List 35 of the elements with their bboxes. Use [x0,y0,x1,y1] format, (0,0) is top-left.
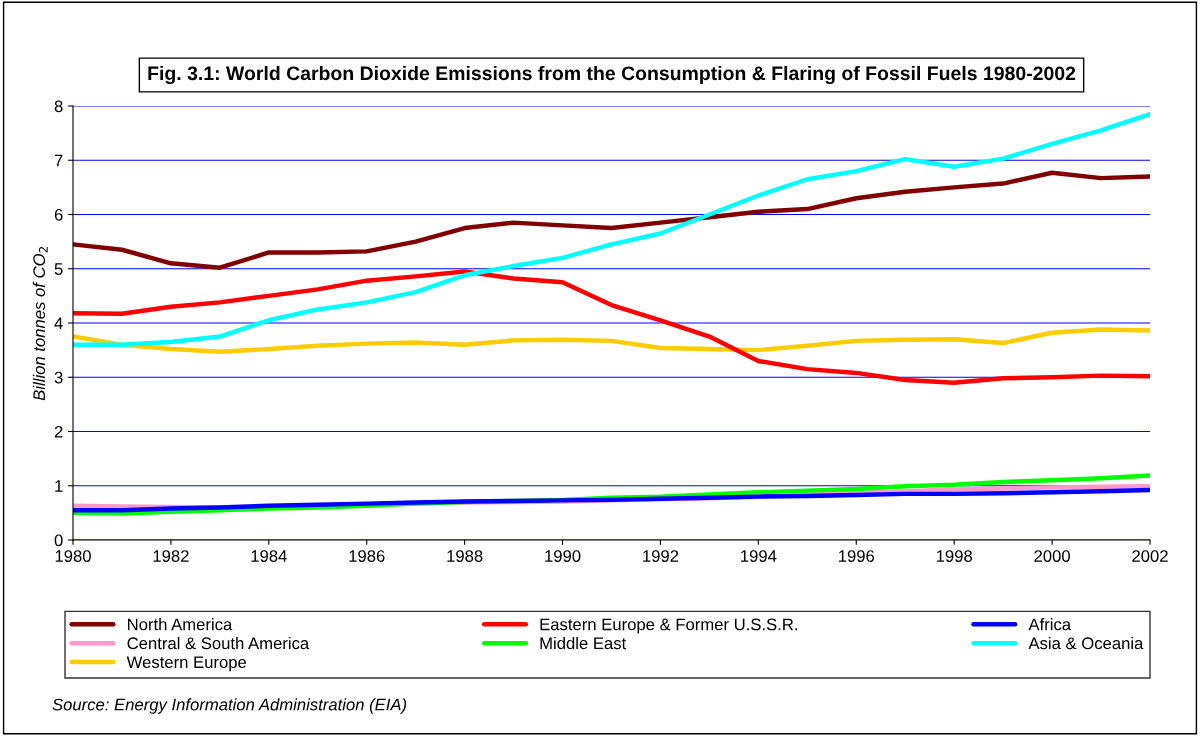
x-tick-label: 2000 [1034,550,1070,562]
chart-title: Fig. 3.1: World Carbon Dioxide Emissions from the Consumption & Flaring of Fossil Fuels 1980-2002 [148,65,1076,85]
y-axis-title: Billion tonnes of CO$_{2}$ [32,247,48,401]
y-tick-label: 8 [54,100,63,113]
legend-label: Central & South America [127,636,310,650]
legend-label: Eastern Europe & Former U.S.S.R. [540,618,797,634]
line-series [73,170,1150,270]
legend-label: Middle East [540,636,627,650]
y-tick-label: 4 [54,317,63,330]
y-tick-label: 0 [54,534,63,547]
x-tick-label: 1980 [55,550,91,562]
x-tick-label: 1986 [349,550,385,562]
x-tick-label: 1994 [741,550,777,562]
y-tick-label: 2 [54,425,63,438]
line-series [73,327,1150,354]
x-tick-label: 1984 [251,550,287,562]
y-tick-label: 6 [54,208,63,221]
y-tick-label: 3 [54,371,63,384]
x-tick-label: 1988 [447,550,483,562]
legend-label: North America [128,618,233,631]
x-tick-label: 2002 [1132,550,1168,562]
y-tick-label: 5 [54,263,63,275]
x-tick-label: 1992 [643,550,679,562]
x-tick-label: 1996 [839,550,875,562]
line-series [73,269,1150,385]
legend-label: Western Europe [126,656,247,672]
x-tick-label: 1998 [936,550,972,562]
x-tick-label: 1982 [153,550,189,562]
legend-label: Asia & Oceania [1028,636,1144,650]
legend-label: Africa [1028,618,1072,631]
y-tick-label: 1 [55,480,63,492]
y-tick-label: 7 [54,154,63,167]
line-series [73,111,1150,347]
source-note: Source: Energy Information Administration (EIA) [52,698,407,714]
x-tick-label: 1990 [545,550,581,562]
